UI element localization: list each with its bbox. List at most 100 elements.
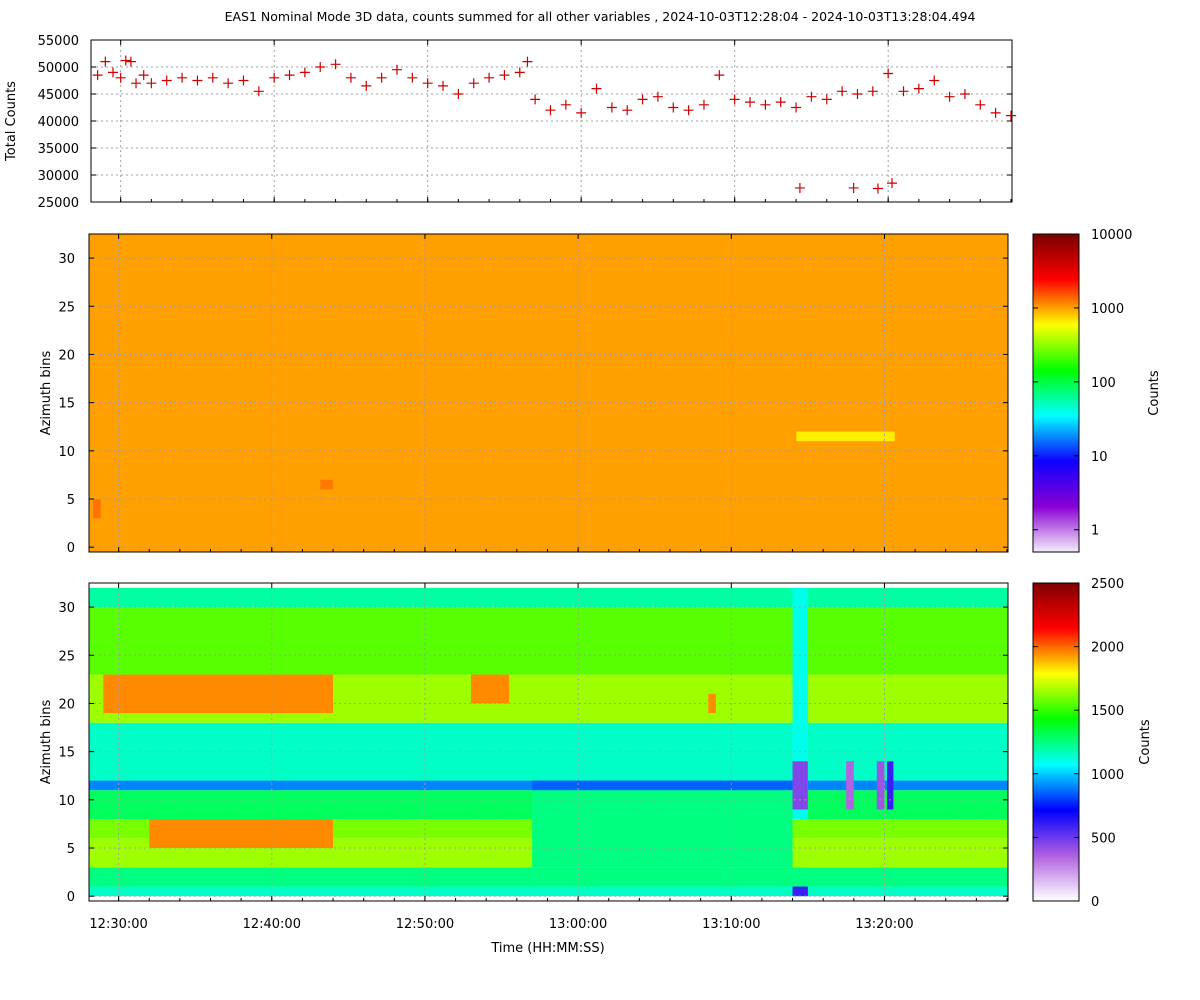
x-tick-label: 13:10:00 [702, 917, 760, 932]
data-point [499, 70, 510, 81]
data-point [207, 72, 218, 83]
y-tick-label: 0 [67, 541, 75, 556]
data-point [545, 105, 556, 116]
y-tick-label: 30 [58, 252, 75, 267]
y-tick-label: 50000 [38, 61, 79, 76]
data-point [453, 89, 464, 99]
data-point [867, 86, 878, 97]
x-tick-label: 12:50:00 [396, 917, 454, 932]
plot-frame [88, 582, 1009, 902]
y-tick-label: 55000 [38, 34, 79, 49]
data-point [637, 94, 648, 105]
x-tick-label: 13:00:00 [549, 917, 607, 932]
y-tick-label: 5 [67, 842, 75, 857]
data-point [1005, 110, 1016, 121]
data-point [837, 86, 848, 97]
heatmap-cell [470, 674, 510, 704]
data-point [391, 64, 402, 75]
data-point [887, 178, 898, 189]
colorbar-tick-label: 2500 [1091, 577, 1124, 592]
y-tick-label: 15 [58, 746, 75, 761]
heatmap-cell [796, 431, 895, 442]
y-tick-label: 30 [58, 601, 75, 616]
y-tick-label: 25 [58, 649, 75, 664]
data-point [138, 70, 149, 81]
y-tick-label: 45000 [38, 88, 79, 103]
data-point [775, 97, 786, 108]
colorbar-label: Counts [1147, 370, 1162, 416]
data-point [852, 89, 863, 99]
data-point [269, 72, 280, 83]
data-point [92, 70, 103, 81]
colorbar-tick-label: 1000 [1091, 768, 1124, 783]
data-point [913, 83, 924, 94]
data-point [745, 97, 756, 108]
y-tick-label: 0 [67, 890, 75, 905]
colorbar-tick-label: 10 [1091, 450, 1108, 465]
azimuth-heatmap-bottom: 0 5 10 15 20 25 30 12:30:00 12:40:00 12:50:00 13:0… [39, 577, 1153, 932]
data-point [100, 56, 111, 67]
heatmap-cell [876, 761, 885, 810]
data-point [760, 99, 771, 110]
data-point [714, 70, 725, 81]
data-point [883, 68, 894, 79]
data-point [161, 75, 172, 86]
y-axis-label: Azimuth bins [39, 699, 54, 784]
data-point [898, 86, 909, 97]
data-point [821, 94, 832, 105]
heatmap-cell [792, 886, 808, 897]
data-point [848, 182, 859, 193]
heatmap-background [89, 234, 1008, 552]
y-axis-label: Total Counts [4, 81, 19, 162]
colorbar [1032, 233, 1080, 553]
data-point [223, 78, 234, 89]
data-point [407, 72, 418, 83]
y-tick-label: 15 [58, 397, 75, 412]
data-point [376, 72, 387, 83]
data-point [606, 102, 617, 113]
data-point [514, 67, 525, 78]
y-tick-label: 10 [58, 445, 75, 460]
heatmap-cell [149, 819, 334, 848]
azimuth-heatmap-top: 0 5 10 15 20 25 30 Azimuth bins 1 10 100 1000 10000 C… [39, 228, 1162, 556]
data-point [791, 102, 802, 113]
heatmap-cell [792, 761, 808, 810]
data-point [794, 182, 805, 193]
colorbar-tick-label: 10000 [1091, 228, 1132, 243]
data-point [120, 55, 131, 66]
data-point [944, 91, 955, 102]
heatmap-band [89, 587, 1008, 608]
y-tick-label: 30000 [38, 169, 79, 184]
data-point [576, 107, 587, 118]
heatmap-cell [846, 761, 854, 810]
heatmap-cell [708, 693, 716, 714]
data-point [108, 67, 119, 78]
figure-title: EAS1 Nominal Mode 3D data, counts summed… [225, 9, 976, 24]
x-tick-label: 12:40:00 [243, 917, 301, 932]
data-point [284, 70, 295, 81]
colorbar-tick-label: 0 [1091, 895, 1099, 910]
data-point [560, 99, 571, 110]
data-point [299, 67, 310, 78]
data-point [622, 105, 633, 116]
y-tick-label: 5 [67, 493, 75, 508]
data-point [522, 56, 533, 67]
colorbar-tick-label: 1500 [1091, 704, 1124, 719]
y-tick-label: 20 [58, 697, 75, 712]
data-point [315, 62, 326, 72]
heatmap-cell [103, 674, 334, 714]
data-point [668, 102, 679, 113]
colorbar-tick-label: 1 [1091, 524, 1099, 539]
data-point [872, 183, 883, 194]
heatmap-cell [532, 790, 793, 868]
y-tick-label: 10 [58, 794, 75, 809]
data-point [683, 105, 694, 116]
heatmap-cell [93, 499, 101, 519]
data-point [115, 72, 126, 83]
data-point [177, 72, 188, 83]
data-point [530, 94, 541, 105]
data-point [990, 107, 1001, 118]
data-point [131, 78, 142, 89]
x-axis-label: Time (HH:MM:SS) [490, 941, 604, 956]
